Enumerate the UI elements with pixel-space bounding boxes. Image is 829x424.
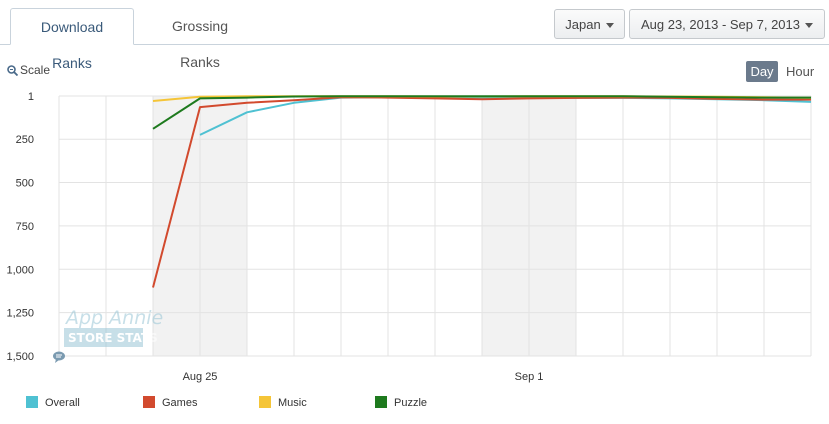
caret-down-icon <box>605 23 614 29</box>
chart-grid <box>58 95 812 357</box>
day-button[interactable]: Day <box>746 61 778 82</box>
legend-label: Music <box>278 397 307 409</box>
legend-swatch <box>259 396 271 408</box>
legend-item-games[interactable]: Games <box>143 396 197 409</box>
date-range-select[interactable]: Aug 23, 2013 - Sep 7, 2013 <box>629 9 825 39</box>
scale-label: Scale <box>20 63 51 77</box>
tab-divider <box>0 44 829 45</box>
watermark-line2: STORE STATS <box>68 331 158 345</box>
legend-item-music[interactable]: Music <box>259 396 307 409</box>
y-axis-labels: 1 250 500 750 1,000 1,250 1,500 <box>6 91 34 363</box>
date-range-value: Aug 23, 2013 - Sep 7, 2013 <box>640 17 800 32</box>
legend-swatch <box>26 396 38 408</box>
y-tick-label: 1 <box>28 91 34 103</box>
country-select[interactable]: Japan <box>554 9 625 39</box>
legend-item-overall[interactable]: Overall <box>26 396 80 409</box>
legend-label: Puzzle <box>394 397 428 409</box>
scale-toggle[interactable]: Scale <box>7 63 50 77</box>
caret-down-icon <box>805 23 813 29</box>
y-tick-label: 750 <box>16 221 34 233</box>
legend-swatch <box>143 396 155 408</box>
watermark-line1: App Annie <box>64 307 163 329</box>
y-tick-label: 250 <box>16 134 34 146</box>
series-line-puzzle[interactable] <box>152 95 811 130</box>
country-select-value: Japan <box>565 17 601 32</box>
hour-button[interactable]: Hour <box>786 64 815 79</box>
x-tick-label: Aug 25 <box>183 371 218 383</box>
watermark-bar <box>64 328 143 347</box>
series-lines <box>152 95 812 288</box>
y-tick-label: 1,250 <box>6 308 34 320</box>
comment-icon[interactable] <box>53 351 65 364</box>
rank-tabs: Download Ranks Grossing Ranks <box>0 0 829 71</box>
y-tick-label: 500 <box>16 178 34 190</box>
series-line-games[interactable] <box>152 96 811 288</box>
x-axis-labels: Aug 25 Sep 1 <box>183 371 544 383</box>
legend-label: Overall <box>45 397 80 409</box>
tab-download-ranks[interactable]: Download Ranks <box>10 8 134 71</box>
watermark: App Annie STORE STATS <box>64 307 163 347</box>
rank-chart: 1 250 500 750 1,000 1,250 1,500 Aug 25 Sep 1 Ap… <box>6 91 812 383</box>
legend-label: Games <box>162 397 198 409</box>
x-tick-label: Sep 1 <box>515 371 544 383</box>
tab-grossing-ranks[interactable]: Grossing Ranks <box>171 18 229 70</box>
zoom-icon <box>7 65 19 77</box>
y-tick-label: 1,500 <box>6 351 34 363</box>
y-tick-label: 1,000 <box>6 264 34 276</box>
legend-swatch <box>375 396 387 408</box>
legend-item-puzzle[interactable]: Puzzle <box>375 396 427 409</box>
